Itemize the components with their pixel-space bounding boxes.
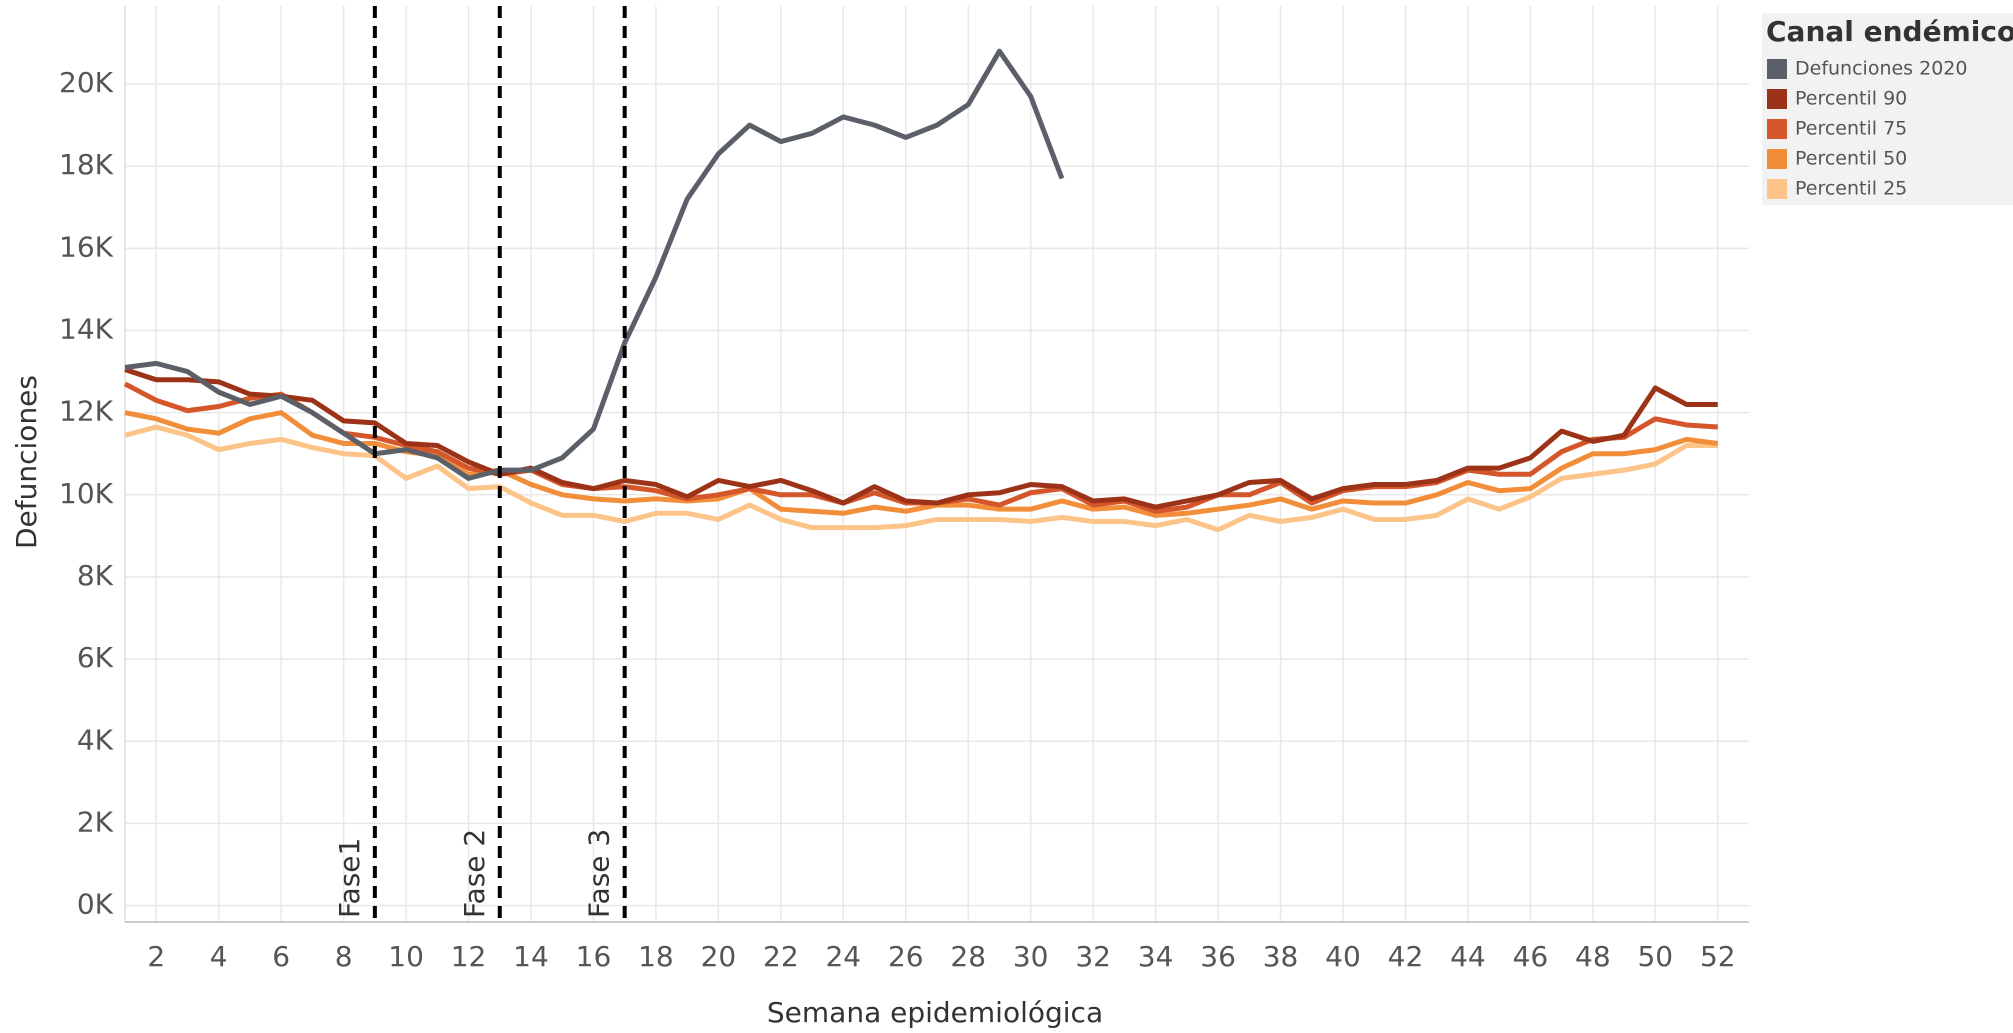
x-tick-label: 50: [1637, 940, 1673, 973]
phase-label: Fase1: [333, 838, 366, 918]
x-tick-label: 38: [1263, 940, 1299, 973]
x-tick-label: 14: [513, 940, 549, 973]
legend-swatch: [1767, 89, 1787, 109]
y-tick-label: 10K: [59, 477, 114, 510]
y-axis-title: Defunciones: [10, 375, 43, 549]
x-tick-label: 16: [576, 940, 612, 973]
y-tick-label: 12K: [59, 395, 114, 428]
series-line: [124, 410, 1719, 518]
legend-label: Percentil 75: [1795, 118, 1907, 140]
phase-label: Fase 3: [583, 829, 616, 918]
y-tick-label: 0K: [77, 888, 114, 921]
series-line: [124, 367, 1718, 510]
legend-swatch: [1767, 59, 1787, 79]
series-line: [124, 48, 1065, 481]
x-tick-label: 10: [388, 940, 424, 973]
x-tick-label: 48: [1575, 940, 1611, 973]
series-line: [124, 424, 1718, 533]
legend-swatch: [1767, 149, 1787, 169]
x-tick-label: 52: [1700, 940, 1736, 973]
x-tick-label: 2: [147, 940, 165, 973]
y-tick-label: 2K: [77, 805, 114, 838]
x-tick-label: 36: [1200, 940, 1236, 973]
x-tick-label: 28: [950, 940, 986, 973]
y-tick-label: 18K: [59, 148, 114, 181]
x-tick-label: 22: [763, 940, 799, 973]
legend-label: Percentil 25: [1795, 178, 1907, 200]
phase-label: Fase 2: [458, 829, 491, 918]
x-tick-label: 34: [1138, 940, 1174, 973]
x-tick-label: 24: [825, 940, 861, 973]
x-tick-label: 8: [335, 940, 353, 973]
x-tick-label: 6: [272, 940, 290, 973]
x-tick-label: 12: [451, 940, 487, 973]
y-tick-label: 14K: [59, 313, 114, 346]
x-tick-label: 26: [888, 940, 924, 973]
x-tick-label: 42: [1388, 940, 1424, 973]
x-tick-label: 20: [701, 940, 737, 973]
x-tick-label: 40: [1325, 940, 1361, 973]
x-tick-label: 30: [1013, 940, 1049, 973]
legend-label: Percentil 50: [1795, 148, 1907, 170]
legend-swatch: [1767, 179, 1787, 199]
y-tick-label: 6K: [77, 641, 114, 674]
legend-background: [1762, 13, 2013, 205]
y-tick-label: 20K: [59, 66, 114, 99]
y-tick-label: 8K: [77, 559, 114, 592]
x-tick-label: 18: [638, 940, 674, 973]
x-tick-label: 32: [1075, 940, 1111, 973]
legend-label: Percentil 90: [1795, 88, 1907, 110]
x-tick-label: 44: [1450, 940, 1486, 973]
legend-title: Canal endémico: [1766, 15, 2013, 48]
x-axis-title: Semana epidemiológica: [767, 996, 1103, 1029]
x-tick-label: 46: [1513, 940, 1549, 973]
legend-swatch: [1767, 119, 1787, 139]
y-tick-label: 4K: [77, 723, 114, 756]
legend-label: Defunciones 2020: [1795, 58, 1967, 80]
x-tick-label: 4: [210, 940, 228, 973]
y-tick-label: 16K: [59, 230, 114, 263]
